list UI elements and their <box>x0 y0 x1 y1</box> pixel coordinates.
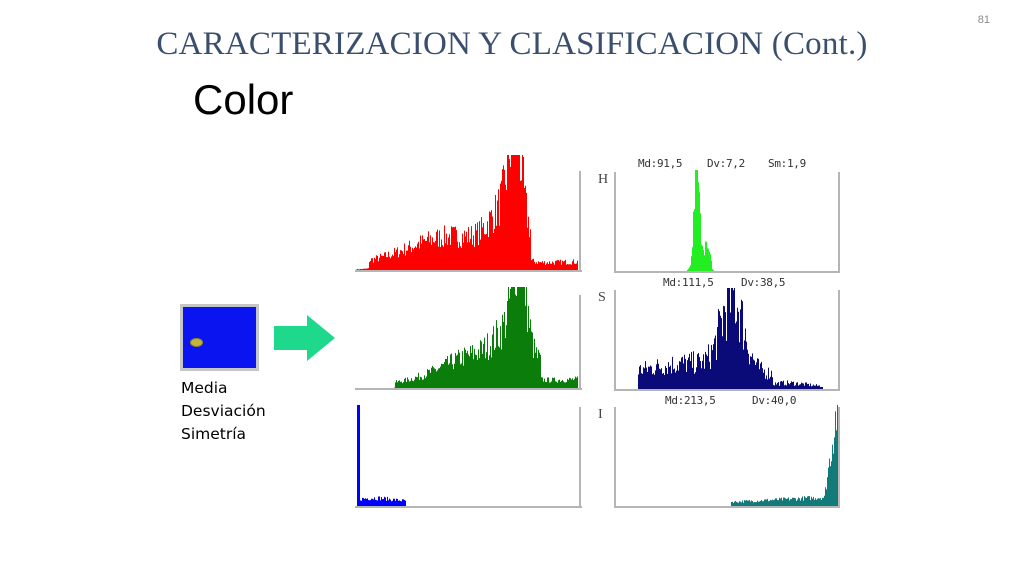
saturation-deviation: Dv:38,5 <box>741 276 786 289</box>
intensity-letter: I <box>598 407 603 422</box>
region-thumbnail <box>180 304 259 371</box>
slide-number: 81 <box>977 14 990 26</box>
blue-histogram-bars <box>357 405 406 506</box>
intensity-histogram <box>614 405 840 508</box>
hue-mean: Md:91,5 <box>638 157 683 170</box>
saturation-letter: S <box>598 290 606 305</box>
hue-histogram-bars <box>687 170 714 271</box>
red-histogram-bars <box>356 155 578 271</box>
red-histogram <box>355 155 582 272</box>
feature-simetria: Simetría <box>181 425 247 443</box>
hue-symmetry: Sm:1,9 <box>768 157 806 170</box>
slide-title: CARACTERIZACION Y CLASIFICACION (Cont.) <box>156 26 868 62</box>
feature-list: Media Desviación Simetría <box>181 377 266 446</box>
yellow-blob <box>190 338 203 347</box>
feature-desviacion: Desviación <box>181 402 266 420</box>
hue-histogram <box>614 170 840 273</box>
green-histogram <box>355 287 582 390</box>
blue-histogram <box>355 405 582 508</box>
saturation-mean: Md:111,5 <box>663 276 714 289</box>
intensity-deviation: Dv:40,0 <box>752 394 797 407</box>
hue-deviation: Dv:7,2 <box>707 157 745 170</box>
slide-subtitle: Color <box>193 76 294 123</box>
right-arrow-icon <box>274 315 335 361</box>
intensity-mean: Md:213,5 <box>665 394 716 407</box>
feature-media: Media <box>181 379 228 397</box>
intensity-histogram-bars <box>731 405 838 506</box>
blue-region <box>183 307 256 368</box>
green-histogram-bars <box>394 287 578 388</box>
saturation-histogram-bars <box>638 288 823 389</box>
saturation-histogram <box>614 288 840 391</box>
hue-letter: H <box>598 172 609 187</box>
